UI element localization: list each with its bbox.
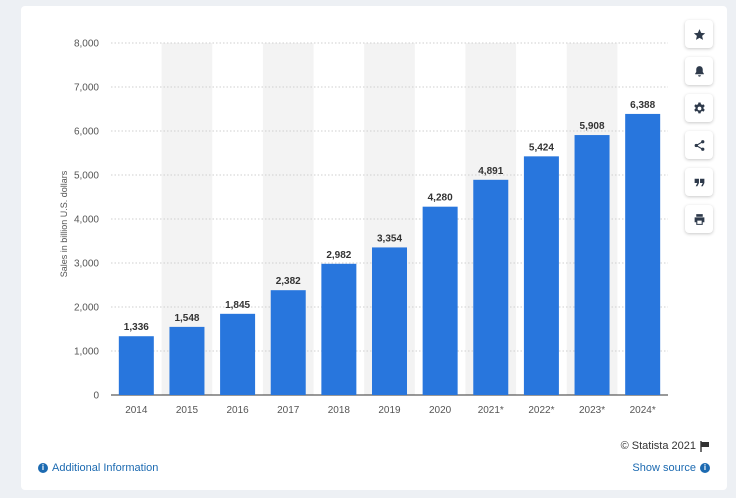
bar — [220, 313, 256, 395]
show-source-link[interactable]: Show source i — [632, 462, 710, 474]
star-icon — [693, 28, 705, 40]
data-label: 2,982 — [326, 250, 351, 261]
x-tick-label: 2019 — [378, 405, 401, 416]
copyright-text: © Statista 2021 — [620, 440, 696, 452]
bar — [372, 247, 407, 395]
x-tick-label: 2022* — [528, 405, 554, 416]
info-icon: i — [700, 463, 710, 473]
x-tick-label: 2016 — [226, 405, 249, 416]
bar — [169, 326, 205, 395]
x-tick-label: 2020 — [429, 405, 452, 416]
quote-icon — [694, 178, 704, 186]
data-label: 5,908 — [580, 121, 605, 132]
bar — [473, 179, 509, 395]
info-icon: i — [38, 463, 48, 473]
bar — [270, 290, 306, 395]
data-label: 1,845 — [225, 300, 250, 311]
x-tick-label: 2018 — [328, 405, 351, 416]
y-tick-label: 5,000 — [74, 171, 99, 182]
print-icon — [694, 213, 704, 225]
y-tick-label: 3,000 — [74, 259, 99, 270]
chart-card: 0 1,000 2,000 3,000 4,000 5,000 6,000 7,000 8,00… — [21, 6, 727, 490]
cite-button[interactable] — [685, 168, 713, 196]
data-label: 2,382 — [276, 276, 301, 287]
additional-information-label: Additional Information — [52, 462, 159, 474]
copyright-notice: © Statista 2021 — [621, 440, 710, 452]
y-tick-label: 8,000 — [74, 39, 99, 50]
x-tick-label: 2017 — [277, 405, 300, 416]
share-icon — [694, 139, 704, 151]
x-tick-label: 2014 — [125, 405, 148, 416]
print-button[interactable] — [685, 205, 713, 233]
additional-information-link[interactable]: i Additional Information — [38, 462, 158, 474]
bar — [118, 336, 154, 395]
flag-icon[interactable] — [700, 440, 710, 452]
bar — [625, 113, 661, 395]
favorite-button[interactable] — [685, 20, 713, 48]
x-tick-label: 2021* — [478, 405, 504, 416]
action-sidebar — [685, 20, 715, 242]
bar — [321, 263, 357, 395]
bar — [523, 156, 559, 395]
x-tick-label: 2023* — [579, 405, 605, 416]
y-tick-label: 1,000 — [74, 347, 99, 358]
x-tick-label: 2015 — [176, 405, 199, 416]
show-source-label: Show source — [632, 462, 696, 474]
bar-chart: 0 1,000 2,000 3,000 4,000 5,000 6,000 7,000 8,00… — [74, 39, 668, 416]
y-tick-label: 0 — [93, 391, 99, 402]
y-tick-label: 4,000 — [74, 215, 99, 226]
data-label: 6,388 — [630, 100, 655, 111]
notification-button[interactable] — [685, 57, 713, 85]
x-tick-label: 2024* — [630, 405, 656, 416]
y-tick-label: 6,000 — [74, 127, 99, 138]
data-label: 5,424 — [529, 142, 554, 153]
data-label: 3,354 — [377, 233, 402, 244]
bar — [574, 135, 610, 395]
y-tick-label: 7,000 — [74, 83, 99, 94]
settings-button[interactable] — [685, 94, 713, 122]
bell-icon — [694, 65, 704, 77]
data-label: 1,336 — [124, 322, 149, 333]
gear-icon — [693, 102, 705, 113]
data-label: 4,280 — [428, 193, 453, 204]
data-label: 1,548 — [174, 313, 199, 324]
bar — [422, 206, 458, 395]
y-tick-label: 2,000 — [74, 303, 99, 314]
share-button[interactable] — [685, 131, 713, 159]
data-label: 4,891 — [478, 166, 503, 177]
